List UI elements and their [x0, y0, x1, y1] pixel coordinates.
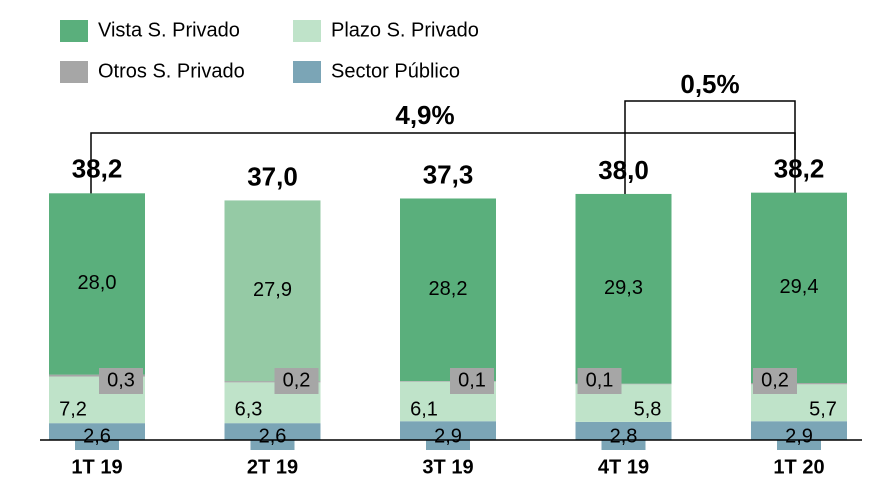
total-label: 37,3 — [423, 159, 474, 189]
legend-label: Sector Público — [331, 60, 460, 82]
label-box — [75, 424, 119, 450]
value-label: 29,4 — [780, 276, 819, 298]
value-label: 27,9 — [253, 279, 292, 301]
x-tick-label: 2T 19 — [247, 456, 298, 478]
bar-segment — [224, 381, 321, 383]
legend-label: Otros S. Privado — [98, 60, 245, 82]
total-label: 38,2 — [774, 154, 825, 184]
value-label: 2,8 — [610, 425, 638, 447]
value-label: 29,3 — [604, 277, 643, 299]
label-box — [250, 424, 295, 450]
total-label: 37,0 — [247, 161, 298, 191]
legend-swatch — [60, 61, 88, 83]
bar-segment — [575, 193, 672, 384]
legend-label: Vista S. Privado — [98, 19, 240, 41]
value-label: 6,1 — [410, 398, 438, 420]
value-label: 7,2 — [59, 398, 87, 420]
label-box — [99, 368, 143, 394]
bar-segment — [751, 383, 847, 385]
total-label: 38,0 — [598, 155, 649, 185]
value-label: 28,0 — [78, 272, 117, 294]
total-label: 38,2 — [72, 154, 123, 184]
bar-segment — [49, 374, 145, 377]
value-label: 2,9 — [434, 425, 462, 447]
legend-label: Plazo S. Privado — [331, 19, 479, 41]
label-box — [601, 424, 646, 450]
value-label: 28,2 — [429, 278, 468, 300]
legend-swatch — [60, 20, 88, 42]
value-label: 5,7 — [809, 398, 837, 420]
value-label: 2,6 — [259, 425, 287, 447]
label-box — [777, 424, 821, 450]
annotation: 4,9% — [395, 100, 454, 130]
annotation: 0,5% — [680, 69, 739, 99]
legend-swatch — [293, 20, 321, 42]
value-label: 2,9 — [785, 425, 813, 447]
x-tick-label: 4T 19 — [598, 456, 649, 478]
bar-segment — [400, 381, 496, 382]
bar-segment — [400, 198, 496, 382]
label-box — [274, 368, 319, 394]
value-label: 2,6 — [83, 425, 111, 447]
legend-swatch — [293, 61, 321, 83]
bracket-0-5 — [624, 100, 796, 255]
value-label: 5,8 — [634, 398, 662, 420]
value-label: 6,3 — [235, 398, 263, 420]
bar-segment — [575, 383, 672, 385]
label-box — [577, 368, 622, 394]
value-label: 0,2 — [761, 369, 789, 391]
label-box — [426, 424, 470, 450]
x-tick-label: 1T 19 — [71, 456, 122, 478]
value-label: 0,1 — [458, 369, 486, 391]
value-label: 0,2 — [283, 369, 311, 391]
value-label: 0,3 — [107, 369, 135, 391]
x-tick-label: 3T 19 — [422, 456, 473, 478]
label-box — [450, 368, 494, 394]
label-box — [753, 368, 797, 394]
x-tick-label: 1T 20 — [773, 456, 824, 478]
bar-segment — [49, 193, 145, 375]
value-label: 0,1 — [586, 369, 614, 391]
bar-segment — [224, 200, 321, 382]
bar-segment — [751, 192, 847, 384]
